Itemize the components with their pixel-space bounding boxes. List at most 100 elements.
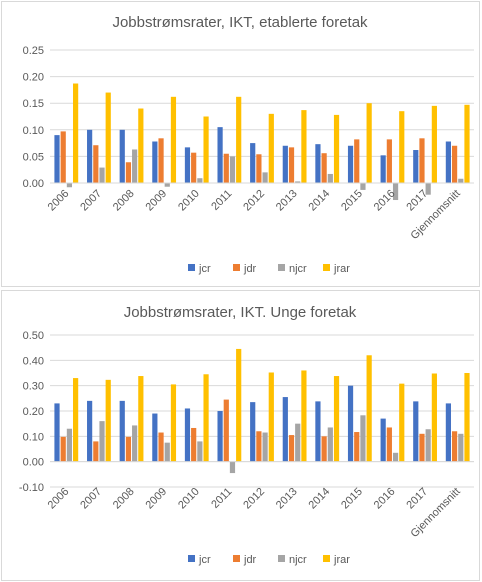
bar-njcr-Gjennomsnitt [458, 433, 464, 462]
bar-jdr-2012 [256, 431, 262, 462]
bar-jcr-2007 [87, 400, 93, 462]
y-tick-label: 0.20 [23, 72, 44, 84]
bar-njcr-2015 [360, 415, 366, 462]
y-tick-label: 0.30 [23, 381, 44, 393]
legend-label-jcr: jcr [198, 554, 211, 566]
bar-jdr-2015 [354, 432, 360, 462]
y-tick-label: 0.05 [23, 151, 44, 163]
chart-title: Jobbstrømsrater, IKT, etablerte foretak [112, 14, 368, 31]
legend-swatch-njcr [278, 555, 285, 562]
bar-jdr-2010 [191, 152, 197, 183]
bar-jdr-Gjennomsnitt [451, 145, 458, 183]
bar-jrar-2010 [203, 374, 209, 462]
bar-jcr-2011 [217, 127, 223, 183]
bar-jdr-2017 [419, 433, 425, 462]
x-tick-label: 2013 [274, 188, 300, 214]
x-tick-label: 2017 [404, 486, 430, 512]
legend-swatch-jdr [233, 555, 240, 562]
bar-jrar-2011 [236, 96, 242, 183]
chart-panel-young: Jobbstrømsrater, IKT. Unge foretak -0.10… [1, 290, 480, 581]
bar-njcr-2009 [164, 442, 170, 462]
bar-jdr-2011 [223, 399, 229, 462]
bar-njcr-2010 [197, 178, 203, 183]
x-tick-label: 2007 [78, 486, 104, 512]
bar-jrar-2009 [170, 96, 177, 183]
bar-jrar-2012 [268, 113, 274, 183]
legend-label-jrar: jrar [333, 554, 350, 566]
bar-jcr-2014 [315, 144, 321, 183]
bar-jcr-2012 [250, 402, 256, 462]
bar-jrar-2014 [333, 114, 340, 183]
x-tick-label: 2014 [307, 486, 333, 512]
legend-label-njcr: njcr [289, 263, 307, 275]
bar-jrar-2013 [301, 370, 307, 462]
bar-jcr-2012 [250, 143, 256, 183]
bar-njcr-2008 [132, 425, 138, 462]
bar-jrar-2007 [105, 92, 111, 183]
x-tick-label: 2009 [143, 486, 169, 512]
bar-jcr-2015 [347, 145, 354, 183]
bar-jcr-2010 [184, 147, 191, 183]
y-tick-label: 0.10 [23, 431, 44, 443]
y-tick-label: 0.40 [23, 355, 44, 367]
bar-njcr-2012 [262, 432, 268, 462]
bar-jdr-2015 [354, 139, 360, 183]
bar-jrar-2012 [268, 372, 274, 462]
bar-jdr-2012 [256, 154, 262, 183]
x-tick-label: 2012 [241, 188, 267, 214]
bar-jrar-2017 [431, 373, 437, 462]
bar-jcr-2017 [413, 401, 419, 462]
x-tick-label: 2011 [209, 486, 234, 511]
x-tick-label: 2011 [209, 188, 234, 213]
bar-jcr-2007 [87, 129, 93, 183]
bar-jdr-Gjennomsnitt [451, 431, 458, 462]
chart-established: Jobbstrømsrater, IKT, etablerte foretak … [23, 14, 474, 275]
bar-jcr-2013 [282, 145, 288, 183]
y-tick-label: 0.00 [23, 457, 44, 469]
bar-jdr-2009 [158, 138, 164, 183]
bar-jrar-2010 [203, 116, 209, 183]
y-tick-label: 0.00 [23, 178, 44, 190]
bar-jrar-2008 [138, 108, 144, 183]
bar-jrar-2006 [73, 378, 79, 462]
x-tick-label: 2013 [274, 486, 300, 512]
bar-njcr-Gjennomsnitt [458, 178, 464, 183]
bar-njcr-2008 [132, 149, 138, 183]
bar-jcr-2009 [152, 141, 158, 183]
bar-jdr-2010 [191, 427, 197, 462]
bar-jdr-2017 [419, 138, 425, 183]
bar-njcr-2016 [392, 183, 399, 201]
bar-jcr-2016 [380, 418, 386, 462]
x-tick-label: 2014 [307, 188, 333, 214]
bar-jcr-2016 [380, 155, 386, 183]
bar-jdr-2016 [386, 139, 392, 183]
legend-swatch-jcr [188, 555, 195, 562]
bar-jdr-2008 [125, 436, 132, 462]
bar-jdr-2014 [321, 153, 327, 183]
bar-jdr-2007 [93, 441, 99, 462]
bar-jcr-Gjennomsnitt [445, 403, 451, 462]
legend-swatch-njcr [278, 264, 285, 271]
y-tick-label: -0.10 [19, 482, 44, 494]
bar-njcr-2013 [295, 181, 301, 183]
legend-swatch-jcr [188, 264, 195, 271]
y-tick-label: 0.25 [23, 45, 44, 57]
bar-jcr-2011 [217, 411, 223, 462]
bar-jrar-2016 [399, 383, 405, 462]
bar-jcr-Gjennomsnitt [445, 141, 451, 183]
bar-jcr-2006 [54, 135, 60, 183]
bar-jrar-Gjennomsnitt [464, 104, 470, 183]
y-tick-label: 0.15 [23, 98, 44, 110]
y-tick-label: 0.10 [23, 125, 44, 137]
bar-jrar-2006 [73, 83, 79, 183]
bar-njcr-2009 [164, 183, 170, 187]
bar-jcr-2009 [152, 413, 158, 462]
bar-jrar-Gjennomsnitt [464, 373, 470, 462]
bar-njcr-2017 [425, 429, 431, 462]
x-tick-label: 2015 [339, 486, 365, 512]
x-tick-label: 2012 [241, 486, 267, 512]
bar-jrar-2015 [366, 355, 372, 462]
bar-njcr-2011 [229, 461, 236, 474]
x-tick-label: 2008 [111, 188, 137, 214]
x-tick-label: 2006 [46, 486, 72, 512]
